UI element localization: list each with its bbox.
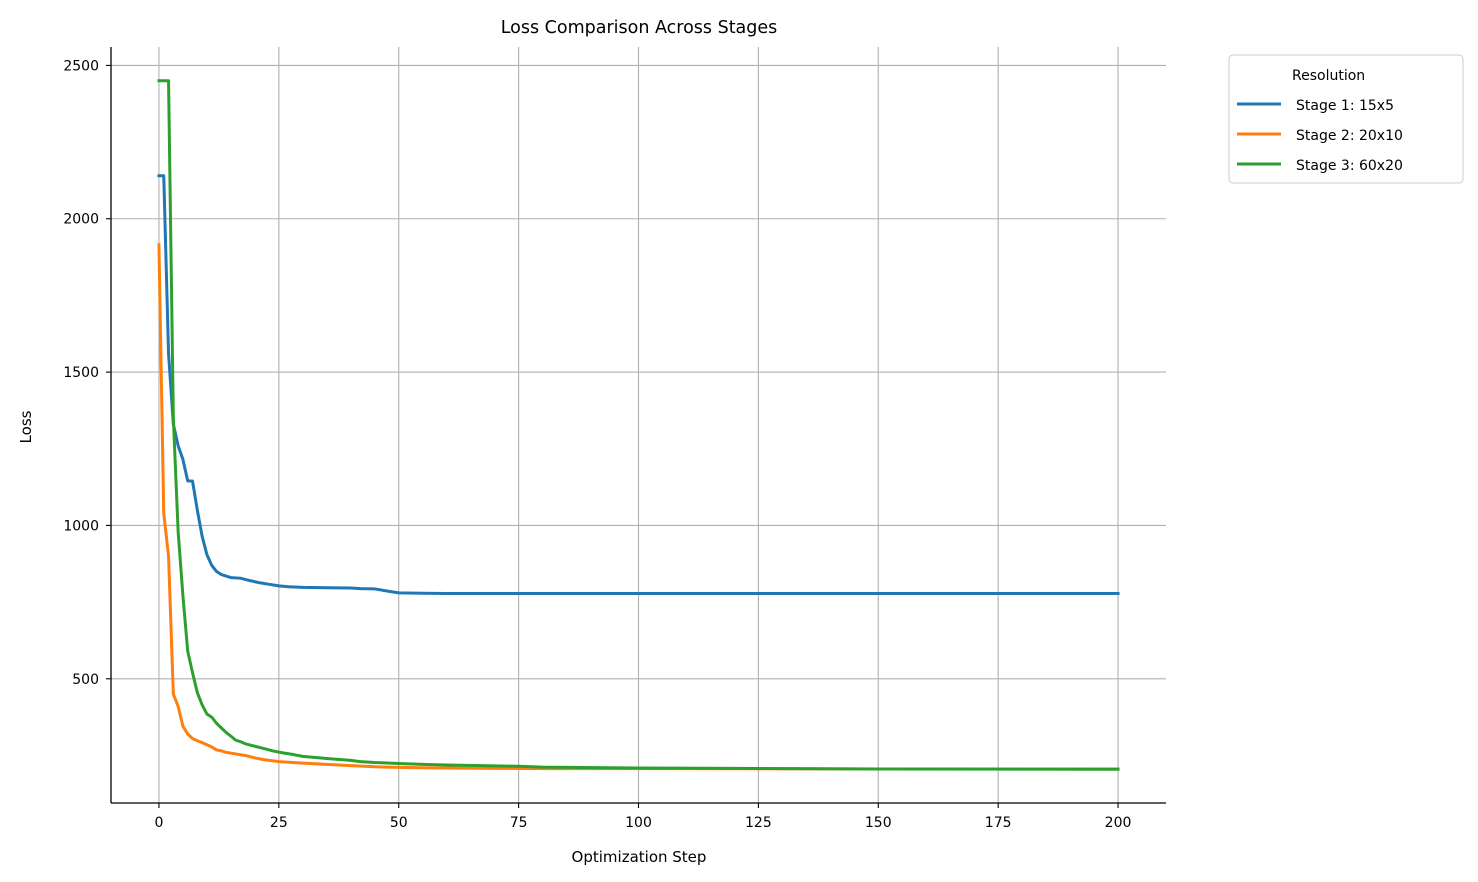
legend-title: Resolution [1292,68,1365,84]
tick-marks-and-labels: 0 25 50 75 100 125 150 175 200 500 1000 1500 2000 250… [63,58,1131,831]
x-tick-label: 50 [390,815,408,831]
series-lines [157,79,1120,771]
series-line-stage-2 [157,243,1120,771]
x-tick-label: 175 [985,815,1012,831]
legend-box [1228,54,1464,184]
y-tick-label: 500 [72,672,99,688]
x-tick-label: 75 [510,815,528,831]
x-tick-label: 100 [625,815,652,831]
chart-title: Loss Comparison Across Stages [501,18,778,38]
y-tick-label: 1500 [63,365,99,381]
x-tick-label: 125 [745,815,772,831]
y-tick-label: 2500 [63,58,99,74]
y-tick-label: 1000 [63,518,99,534]
series-line-stage-1 [157,174,1120,596]
x-tick-label: 25 [270,815,288,831]
x-axis-title: Optimization Step [572,848,707,866]
series-line-stage-3 [157,79,1120,771]
y-axis-title: Loss [17,410,35,443]
legend-label-stage-1: Stage 1: 15x5 [1296,98,1394,114]
y-tick-label: 2000 [63,212,99,228]
x-tick-label: 0 [154,815,163,831]
x-tick-label: 150 [865,815,892,831]
legend-label-stage-2: Stage 2: 20x10 [1296,128,1403,144]
x-tick-label: 200 [1105,815,1132,831]
grid-lines [111,47,1166,803]
legend-label-stage-3: Stage 3: 60x20 [1296,158,1403,174]
legend: Resolution Stage 1: 15x5 Stage 2: 20x10 Sta… [1228,54,1464,184]
